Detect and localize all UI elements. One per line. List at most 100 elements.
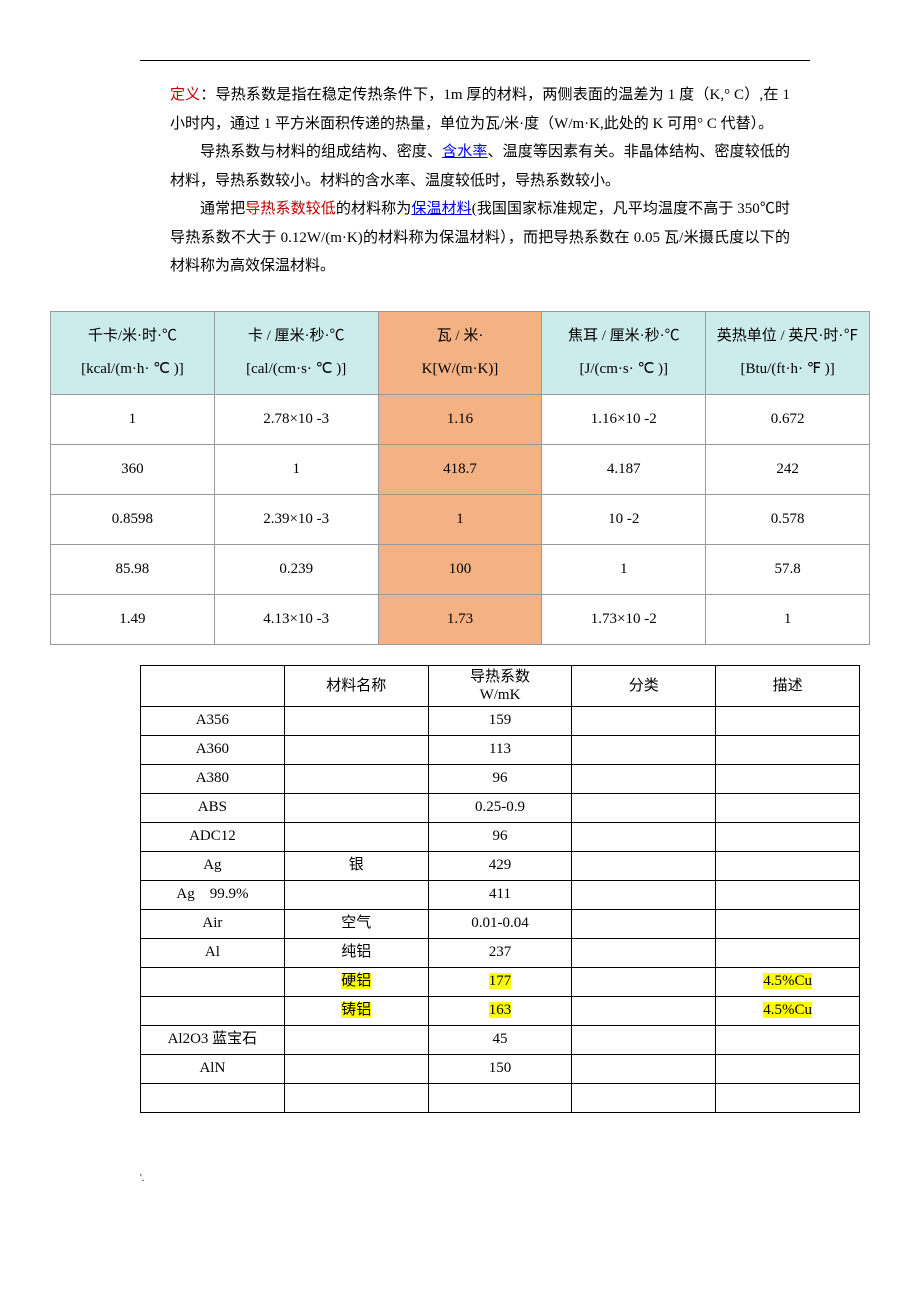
conv-cell: 2.39×10 -3 [214, 494, 378, 544]
link-insulation[interactable]: 保温材料 [411, 201, 471, 217]
conv-cell: 0.8598 [51, 494, 215, 544]
mat-body: A356159A360113A38096ABS0.25-0.9ADC1296Ag… [141, 706, 860, 1112]
mat-row: ABS 0.25-0.9 [141, 793, 860, 822]
mat-row: Air空气0.01-0.04 [141, 909, 860, 938]
mat-cell: 纯铝 [284, 938, 428, 967]
mat-header-row: 材料名称导热系数W/mK分类描述 [141, 665, 860, 706]
conv-body: 12.78×10 -31.161.16×10 -20.6723601418.74… [51, 394, 870, 644]
mat-header-cell: 导热系数W/mK [428, 665, 572, 706]
mat-cell: 237 [428, 938, 572, 967]
mat-row: Ag 99.9%411 [141, 880, 860, 909]
paragraph-2: 导热系数与材料的组成结构、密度、含水率、温度等因素有关。非晶体结构、密度较低的材… [170, 138, 790, 195]
mat-cell [141, 967, 285, 996]
mat-cell: A356 [141, 706, 285, 735]
mat-cell: 113 [428, 735, 572, 764]
mat-cell: A360 [141, 735, 285, 764]
conv-cell: 10 -2 [542, 494, 706, 544]
mat-cell [572, 967, 716, 996]
mat-row: 硬铝 177 4.5%Cu [141, 967, 860, 996]
conv-cell: 1.16 [378, 394, 542, 444]
mat-cell [716, 793, 860, 822]
mat-cell [141, 1083, 285, 1112]
mat-cell: 96 [428, 822, 572, 851]
conv-header-row: 千卡/米·时·℃[kcal/(m·h· ℃ )]卡 / 厘米·秒·℃[cal/(… [51, 311, 870, 394]
document-page: 定义：导热系数是指在稳定传热条件下，1m 厚的材料，两侧表面的温差为 1 度（K… [0, 0, 920, 1224]
p3b: 的材料称为 [336, 201, 411, 217]
conv-header-cell: 瓦 / 米·K[W/(m·K)] [378, 311, 542, 394]
conv-cell: 360 [51, 444, 215, 494]
mat-cell: Al2O3 蓝宝石 [141, 1025, 285, 1054]
conv-cell: 242 [706, 444, 870, 494]
mat-header-cell [141, 665, 285, 706]
highlighted-text: 4.5%Cu [763, 973, 812, 989]
conv-cell: 1.49 [51, 594, 215, 644]
mat-cell [572, 851, 716, 880]
mat-cell: 0.25-0.9 [428, 793, 572, 822]
mat-cell: 411 [428, 880, 572, 909]
mat-cell [572, 938, 716, 967]
mat-cell [572, 1025, 716, 1054]
mat-cell: 硬铝 [284, 967, 428, 996]
mat-cell [284, 1054, 428, 1083]
paragraph-3: 通常把导热系数较低的材料称为保温材料(我国国家标准规定，凡平均温度不高于 350… [170, 195, 790, 281]
conv-cell: 1.16×10 -2 [542, 394, 706, 444]
mat-row: Ag银429 [141, 851, 860, 880]
mat-cell: 4.5%Cu [716, 967, 860, 996]
conv-cell: 1 [214, 444, 378, 494]
highlighted-text: 177 [489, 973, 512, 989]
mat-cell: ABS [141, 793, 285, 822]
mat-cell [716, 909, 860, 938]
mat-row: Al2O3 蓝宝石45 [141, 1025, 860, 1054]
mat-cell: 铸铝 [284, 996, 428, 1025]
conv-header-cell: 英热单位 / 英尺·时·℉[Btu/(ft·h· ℉ )] [706, 311, 870, 394]
p2a: 导热系数与材料的组成结构、密度、 [200, 144, 442, 160]
paragraph-1: 定义：导热系数是指在稳定传热条件下，1m 厚的材料，两侧表面的温差为 1 度（K… [170, 81, 790, 138]
conv-header-cell: 卡 / 厘米·秒·℃[cal/(cm·s· ℃ )] [214, 311, 378, 394]
mat-cell [716, 822, 860, 851]
mat-row: ADC1296 [141, 822, 860, 851]
mat-cell [572, 793, 716, 822]
conv-cell: 1 [378, 494, 542, 544]
mat-cell: 银 [284, 851, 428, 880]
mat-cell [284, 793, 428, 822]
conv-header-cell: 焦耳 / 厘米·秒·℃[J/(cm·s· ℃ )] [542, 311, 706, 394]
materials-table: 材料名称导热系数W/mK分类描述 A356159A360113A38096ABS… [140, 665, 860, 1113]
conv-header-cell: 千卡/米·时·℃[kcal/(m·h· ℃ )] [51, 311, 215, 394]
mat-cell: 163 [428, 996, 572, 1025]
mat-cell [284, 706, 428, 735]
mat-cell: 4.5%Cu [716, 996, 860, 1025]
mat-cell [572, 1083, 716, 1112]
conv-cell: 1 [542, 544, 706, 594]
mat-cell [572, 1054, 716, 1083]
link-water-content[interactable]: 含水率 [442, 144, 487, 160]
mat-cell [572, 996, 716, 1025]
conv-cell: 85.98 [51, 544, 215, 594]
highlighted-text: 铸铝 [341, 1002, 371, 1018]
mat-cell [716, 764, 860, 793]
mat-header-cell: 描述 [716, 665, 860, 706]
mat-header-cell: 分类 [572, 665, 716, 706]
conv-cell: 100 [378, 544, 542, 594]
mat-cell [284, 764, 428, 793]
mat-cell: 150 [428, 1054, 572, 1083]
conv-cell: 0.239 [214, 544, 378, 594]
mat-cell [716, 880, 860, 909]
conv-cell: 0.672 [706, 394, 870, 444]
mat-cell [716, 1054, 860, 1083]
mat-cell [284, 822, 428, 851]
mat-cell [572, 822, 716, 851]
mat-cell [572, 735, 716, 764]
mat-row: A356159 [141, 706, 860, 735]
mat-row [141, 1083, 860, 1112]
mat-cell [284, 880, 428, 909]
highlighted-text: 163 [489, 1002, 512, 1018]
conv-row: 85.980.239100157.8 [51, 544, 870, 594]
mat-cell: 0.01-0.04 [428, 909, 572, 938]
mat-cell [141, 996, 285, 1025]
mat-cell [716, 706, 860, 735]
mat-cell [572, 764, 716, 793]
mat-cell: Ag [141, 851, 285, 880]
mat-cell: 429 [428, 851, 572, 880]
conv-row: 12.78×10 -31.161.16×10 -20.672 [51, 394, 870, 444]
conv-cell: 1.73 [378, 594, 542, 644]
